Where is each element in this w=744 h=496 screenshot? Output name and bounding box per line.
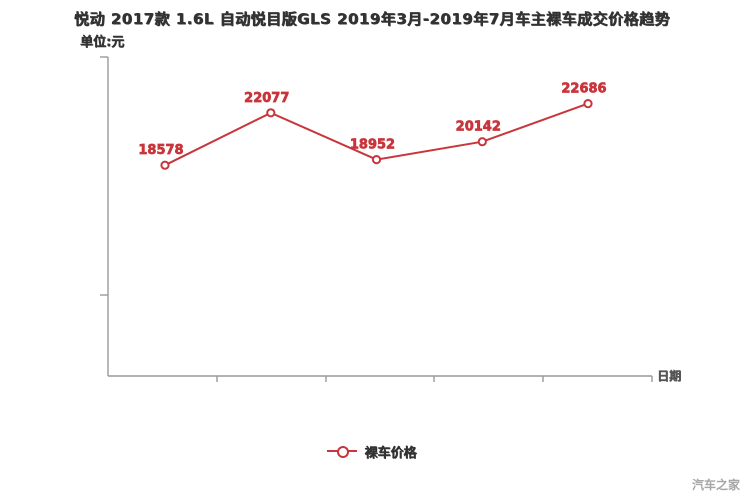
data-point[interactable] [160,160,170,170]
data-point[interactable] [477,137,487,147]
legend-item-label[interactable]: 裸车价格 [364,445,417,461]
series-layer: 18578 22077 18952 20142 22686 [138,81,607,170]
legend: 裸车价格 [0,441,744,461]
legend-line-marker-icon[interactable] [327,445,358,458]
data-point-label: 18578 [138,143,183,158]
data-point-label: 20142 [456,120,501,135]
watermark-autohome: 汽车之家 [691,478,740,492]
data-point[interactable] [266,108,276,118]
x-axis-end-label: 日期 [657,369,682,383]
y-axis-unit-label: 单位:元 [80,35,125,50]
data-point[interactable] [371,155,382,165]
legend-dot [337,446,350,458]
data-point-label: 22686 [561,82,606,97]
data-point-label: 22077 [244,91,289,106]
data-point[interactable] [583,99,593,109]
chart-title: 悦动 2017款 1.6L 自动悦目版GLS 2019年3月-2019年7月车主… [73,10,671,28]
data-point-label: 18952 [350,138,395,153]
